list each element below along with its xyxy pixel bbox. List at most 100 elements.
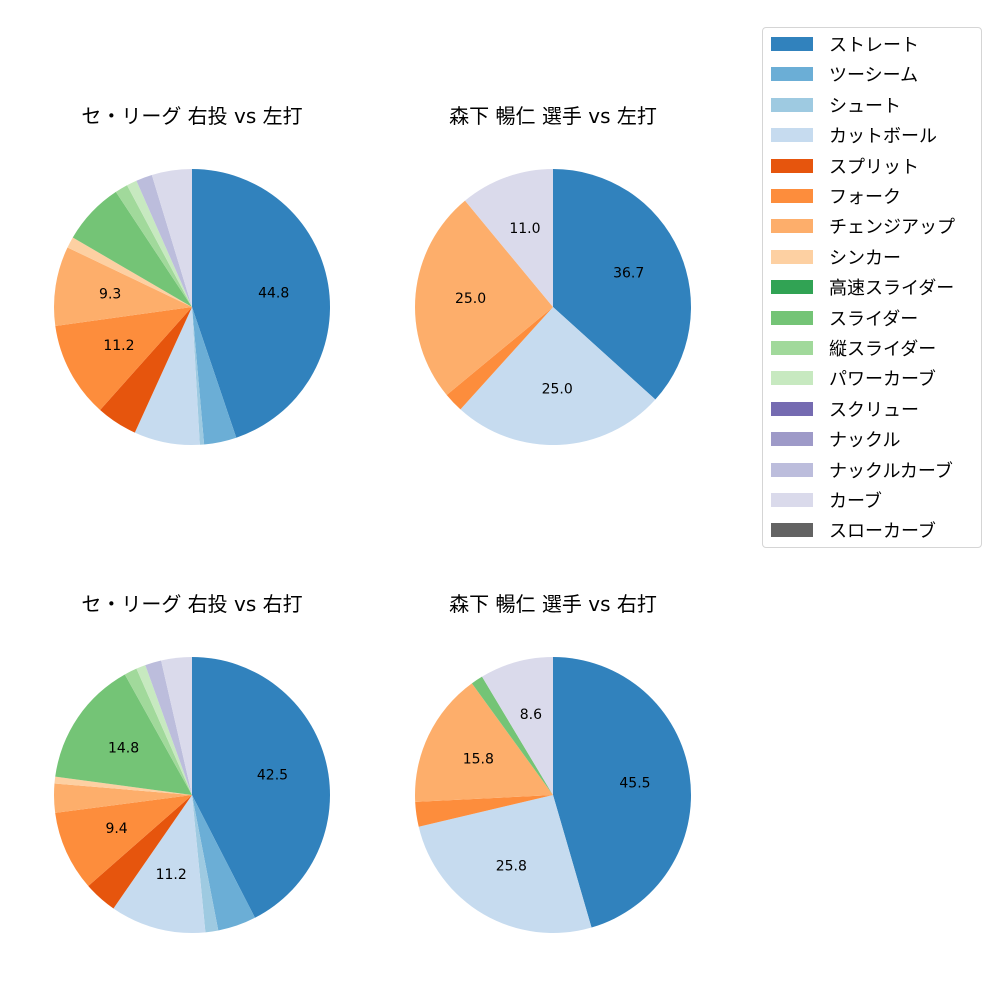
pie-slice <box>465 169 553 307</box>
pie-slice <box>136 174 192 307</box>
legend-item: パワーカーブ <box>771 366 936 390</box>
legend-label: フォーク <box>829 187 901 208</box>
legend-item: シュート <box>771 93 901 117</box>
legend-label: カーブ <box>829 491 882 512</box>
legend-item: ナックル <box>771 427 900 451</box>
legend-item: フォーク <box>771 184 901 208</box>
legend-label: ナックルカーブ <box>829 460 953 482</box>
legend-swatch <box>771 371 813 386</box>
legend-item: 高速スライダー <box>771 275 954 299</box>
pie-slice <box>54 776 192 795</box>
slice-value-label: 44.8 <box>258 286 289 302</box>
slice-value-label: 11.2 <box>156 867 187 883</box>
pie-slice <box>553 169 691 400</box>
legend-item: スクリュー <box>771 397 919 421</box>
legend-item: カーブ <box>771 488 882 512</box>
chart-title: セ・リーグ 右投 vs 右打 <box>81 592 303 616</box>
pie-slice <box>55 674 192 795</box>
legend-swatch <box>771 128 813 143</box>
legend-item: ナックルカーブ <box>771 458 953 482</box>
pie-slice <box>192 307 237 445</box>
legend-label: スプリット <box>829 156 919 178</box>
legend-swatch <box>771 462 813 477</box>
slice-value-label: 25.0 <box>455 291 486 307</box>
legend-swatch <box>771 280 813 295</box>
pie-slice <box>134 307 200 446</box>
legend-label: シンカー <box>829 247 901 269</box>
pie-chart-league-rhp-vs-lhb: セ・リーグ 右投 vs 左打 44.8 11.2 9.3 <box>22 100 362 520</box>
legend-item: カットボール <box>771 123 937 147</box>
slice-value-label: 9.4 <box>105 821 127 837</box>
legend-label: ナックル <box>829 430 901 452</box>
pie-slice <box>67 237 192 307</box>
pie-slice <box>115 185 192 307</box>
legend-item: ストレート <box>771 32 919 56</box>
pie-slice <box>192 307 205 445</box>
legend-swatch <box>771 341 813 355</box>
slice-value-label: 25.0 <box>542 382 573 398</box>
slice-value-label: 15.8 <box>463 751 494 767</box>
legend-item: シンカー <box>771 245 901 269</box>
pie-slice <box>136 665 192 795</box>
pie-slice <box>88 795 192 909</box>
pie-slice <box>553 657 692 928</box>
pie-slice <box>127 180 192 307</box>
pie-slice <box>55 307 193 410</box>
legend-swatch <box>771 219 813 234</box>
legend-label: 高速スライダー <box>829 278 955 300</box>
legend-item: スローカーブ <box>771 518 936 542</box>
pie-slice <box>460 307 656 445</box>
chart-title: セ・リーグ 右投 vs 左打 <box>81 104 303 128</box>
legend-label: ストレート <box>829 35 919 56</box>
pie-slice <box>482 657 553 795</box>
pie-slice <box>192 795 219 933</box>
legend: ストレートツーシームシュートカットボール スプリットフォークチェンジアップ シンカー… <box>762 27 982 548</box>
legend-item: スライダー <box>771 306 918 330</box>
pie-slice <box>113 795 206 933</box>
pie-plot: 45.5 25.8 15.8 8.6 <box>415 657 692 933</box>
pie-plot: 42.5 11.2 9.4 14.8 <box>54 657 331 933</box>
pie-slice <box>55 795 193 887</box>
pie-chart-league-rhp-vs-rhb: セ・リーグ 右投 vs 右打 42.5 11.2 9.4 14.8 <box>22 588 362 1008</box>
legend-swatch <box>771 310 813 325</box>
slice-value-label: 11.2 <box>103 338 134 354</box>
legend-label: シュート <box>829 95 901 117</box>
pie-slice <box>415 683 553 802</box>
pie-chart-morishita-vs-lhb: 森下 暢仁 選手 vs 左打 36.7 25.0 25.0 11.0 <box>383 100 723 520</box>
pie-slice <box>100 307 192 433</box>
pie-slice <box>446 307 553 410</box>
slice-value-label: 9.3 <box>99 286 121 302</box>
slice-value-label: 11.0 <box>509 221 540 237</box>
legend-label: チェンジアップ <box>829 217 955 239</box>
legend-label: ツーシーム <box>829 65 919 87</box>
slice-value-label: 14.8 <box>108 740 139 756</box>
legend-label: スローカーブ <box>829 521 936 543</box>
pie-plot: 44.8 11.2 9.3 <box>53 169 330 446</box>
legend-label: スライダー <box>829 308 919 330</box>
pie-slice <box>124 668 192 795</box>
legend-swatch <box>771 493 813 507</box>
pie-slice <box>145 660 192 795</box>
chart-title: 森下 暢仁 選手 vs 左打 <box>449 104 657 128</box>
slice-value-label: 8.6 <box>520 707 542 723</box>
pie-slice <box>415 795 553 827</box>
slice-value-label: 42.5 <box>257 768 288 784</box>
legend-label: カットボール <box>829 126 937 148</box>
pie-slice <box>161 657 192 795</box>
pie-slice <box>418 795 592 933</box>
legend-swatch <box>771 97 813 112</box>
pie-slice <box>192 795 255 931</box>
pie-slice <box>471 676 553 795</box>
legend-item: ツーシーム <box>771 62 918 86</box>
legend-swatch <box>771 523 813 538</box>
legend-swatch <box>771 189 813 203</box>
legend-swatch <box>771 158 813 173</box>
legend-swatch <box>771 249 813 264</box>
slice-value-label: 25.8 <box>496 859 527 875</box>
slice-value-label: 45.5 <box>619 775 650 791</box>
pie-slice <box>151 169 192 307</box>
slice-value-label: 36.7 <box>613 265 644 281</box>
legend-swatch <box>771 401 813 416</box>
chart-title: 森下 暢仁 選手 vs 右打 <box>449 592 657 616</box>
pie-chart-morishita-vs-rhb: 森下 暢仁 選手 vs 右打 45.5 25.8 15.8 8.6 <box>383 588 723 1008</box>
